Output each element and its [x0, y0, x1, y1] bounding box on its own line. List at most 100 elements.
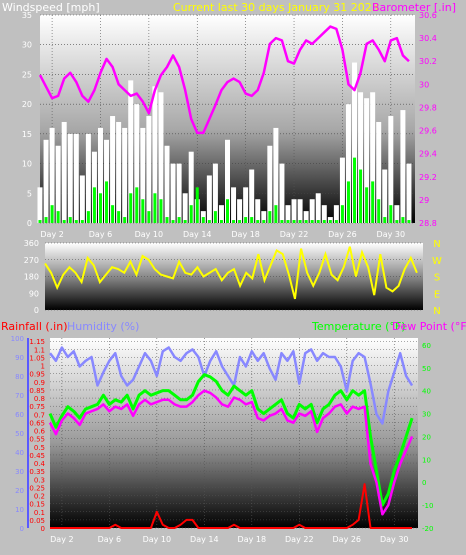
- wind-avg-bar: [383, 217, 387, 223]
- wind-avg-bar: [226, 199, 229, 223]
- humidity-y-tick-label: 40: [15, 449, 24, 457]
- wind-direction-series: [44, 246, 418, 300]
- rain-y-tick-label: 0.45: [29, 452, 45, 460]
- rain-y-tick-label: 0.6: [34, 428, 46, 436]
- wind-avg-bar: [50, 205, 54, 223]
- direction-y-tick-label: 180: [24, 273, 39, 282]
- wind-gust-bar: [170, 163, 176, 223]
- temp-x-tick-label: Day 26: [333, 535, 362, 544]
- temp-x-tick-label: Day 18: [238, 535, 267, 544]
- wind-gust-bar: [333, 205, 339, 223]
- wind-gust-bar: [182, 193, 188, 223]
- rain-y-tick-label: 0.3: [34, 476, 45, 484]
- compass-label: W: [432, 256, 442, 267]
- barometer-y-tick-label: 29: [419, 196, 429, 205]
- wind-gust-bar: [388, 116, 394, 223]
- wind-avg-bar: [346, 181, 350, 223]
- direction-y-tick-label: 360: [24, 239, 39, 248]
- humidity-y-tick-label: 100: [11, 335, 24, 343]
- wind-gust-bar: [291, 199, 297, 223]
- rain-y-tick-label: 0.85: [29, 387, 45, 395]
- wind-avg-bar: [129, 193, 133, 223]
- wind-gust-bar: [237, 199, 243, 223]
- wind-gust-bar: [231, 187, 237, 223]
- wind-avg-bar: [159, 199, 163, 223]
- rain-y-tick-label: 0: [41, 525, 45, 533]
- wind-gust-bar: [55, 145, 61, 223]
- compass-label: N: [433, 306, 440, 317]
- wind-gust-bar: [255, 199, 261, 223]
- barometer-y-tick-label: 29.2: [419, 173, 437, 182]
- temperature-y-tick-label: 30: [422, 411, 431, 419]
- wind-gust-bar: [382, 169, 388, 223]
- wind-avg-bar: [62, 220, 66, 223]
- barometer-axis-title: Barometer [.in]: [372, 1, 456, 14]
- temperature-y-tick-label: -20: [422, 525, 433, 533]
- temp-x-tick-label: Day 14: [190, 535, 219, 544]
- humidity-y-tick-label: 80: [15, 373, 24, 381]
- humidity-y-tick-label: 90: [15, 354, 24, 362]
- compass-label: N: [433, 239, 440, 250]
- wind-gust-bar: [370, 92, 376, 223]
- wind-avg-bar: [183, 220, 187, 223]
- wind-y-tick-label: 20: [22, 100, 32, 109]
- humidity-y-tick-label: 20: [15, 487, 24, 495]
- wind-gust-bar: [249, 169, 255, 223]
- compass-label: E: [434, 289, 440, 300]
- wind-avg-bar: [365, 187, 369, 223]
- wind-gust-bar: [85, 133, 91, 223]
- wind-barometer-series: [37, 25, 412, 223]
- humidity-y-tick-label: 50: [15, 430, 24, 438]
- wind-avg-bar: [340, 205, 344, 223]
- wind-gust-bar: [285, 205, 291, 223]
- humidity-axis-labels: 0 10 20 30 40 50 60 70 80 90 100: [11, 335, 24, 533]
- wind-gust-bar: [303, 211, 309, 223]
- wind-avg-bar: [165, 217, 169, 223]
- wind-gust-bar: [122, 127, 128, 223]
- wind-x-tick-label: Day 6: [89, 230, 112, 239]
- wind-gust-bar: [218, 205, 224, 223]
- rain-y-tick-label: 0.65: [29, 419, 45, 427]
- wind-gust-bar: [406, 163, 412, 223]
- wind-avg-bar: [117, 211, 121, 223]
- wind-avg-bar: [298, 220, 302, 223]
- barometer-y-tick-label: 30.2: [419, 57, 437, 66]
- wind-avg-bar: [407, 220, 411, 223]
- wind-gust-bar: [67, 133, 73, 223]
- wind-avg-bar: [389, 205, 393, 223]
- wind-gust-bar: [297, 199, 303, 223]
- humidity-axis-title: Humidity (%): [67, 320, 139, 333]
- wind-avg-bar: [353, 157, 357, 223]
- wind-gust-bar: [315, 193, 321, 223]
- rainfall-line: [50, 483, 413, 529]
- compass-label: S: [434, 273, 440, 284]
- wind-avg-bar: [56, 211, 60, 223]
- wind-left-axis-labels: 0 5 10 15 20 25 30 35: [22, 11, 32, 228]
- wind-avg-bar: [334, 220, 338, 223]
- wind-gust-bar: [273, 127, 279, 223]
- dew-point-axis-title: Dew Point (°F): [392, 320, 466, 333]
- temp-x-tick-label: Day 2: [50, 535, 73, 544]
- wind-gust-bar: [358, 92, 364, 223]
- wind-avg-bar: [232, 220, 236, 223]
- barometer-y-tick-label: 30: [419, 80, 429, 89]
- wind-avg-bar: [171, 220, 175, 223]
- wind-avg-bar: [250, 217, 254, 223]
- wind-x-tick-label: Day 10: [135, 230, 164, 239]
- humidity-y-tick-label: 70: [15, 392, 24, 400]
- wind-gust-bar: [309, 199, 315, 223]
- wind-avg-bar: [274, 205, 278, 223]
- temperature-axis-title: Temperature (°F): [311, 320, 406, 333]
- rain-y-tick-label: 0.95: [29, 371, 45, 379]
- rain-temp-x-axis-labels: Day 2 Day 6 Day 10 Day 14 Day 18 Day 22 Day 26…: [50, 535, 408, 544]
- wind-y-tick-label: 30: [22, 41, 32, 50]
- wind-gust-bar: [206, 175, 212, 223]
- wind-gust-bar: [49, 127, 55, 223]
- wind-gust-bar: [73, 133, 79, 223]
- wind-avg-bar: [147, 211, 151, 223]
- wind-gust-bar: [321, 205, 327, 223]
- humidity-line: [49, 346, 414, 425]
- rain-y-tick-label: 1.15: [29, 338, 45, 346]
